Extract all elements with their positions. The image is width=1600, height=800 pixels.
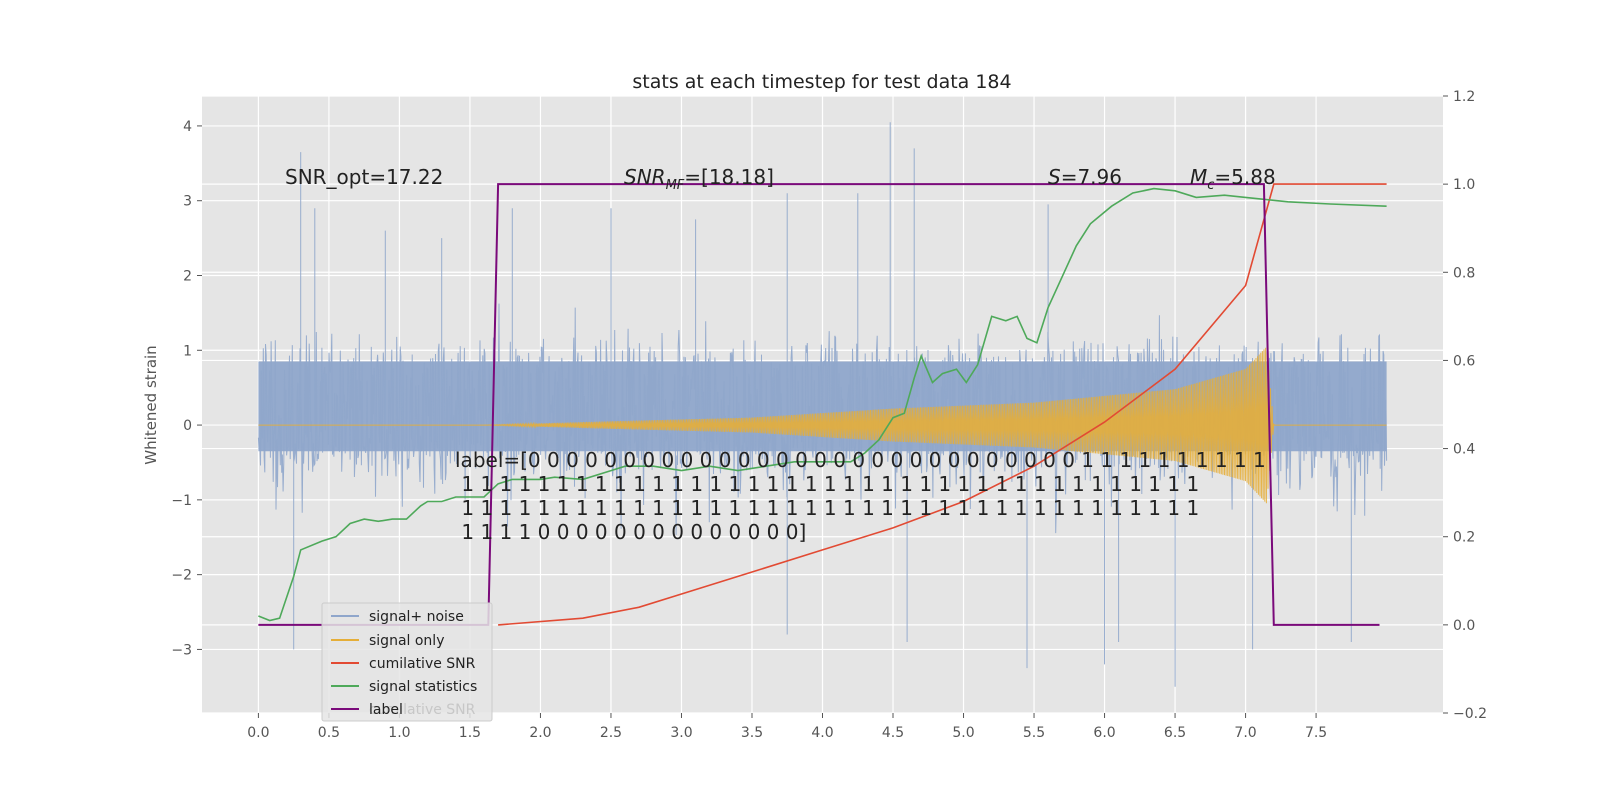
series-marks [257, 122, 1388, 687]
x-tick-label: 2.5 [600, 725, 622, 741]
snr-mf-value: =[18.18] [684, 165, 774, 189]
y-axis-label: Whitened strain [142, 345, 160, 464]
y2-tick-label: 0.2 [1453, 530, 1475, 546]
signal-statistics-line [258, 187, 1387, 622]
y2-tick-label: 1.2 [1453, 89, 1475, 105]
x-tick-label: 6.5 [1164, 725, 1186, 741]
label-array-line-2: 1 1 1 1 1 1 1 1 1 1 1 1 1 1 1 1 1 1 1 1 … [455, 472, 1199, 496]
y2-axis-ticks: −0.2 0.0 0.2 0.4 0.6 0.8 1.0 1.2 [1443, 89, 1487, 722]
signal-only-line [258, 347, 1387, 504]
x-tick-label: 7.0 [1234, 725, 1256, 741]
y-tick-label: −3 [171, 642, 192, 658]
label-array-line-4: 1 1 1 1 0 0 0 0 0 0 0 0 0 0 0 0 0 0] [455, 520, 806, 544]
snr-mf-symbol: SNR [624, 165, 666, 189]
legend: cumilative SNR signal+ noise signal only… [321, 602, 493, 722]
s-annotation: S=7.96 [1048, 165, 1122, 189]
y-tick-label: 1 [183, 343, 192, 359]
y-tick-label: 0 [183, 418, 192, 434]
x-tick-label: 6.0 [1093, 725, 1115, 741]
snr-mf-subscript: MF [666, 178, 685, 193]
mc-value: =5.88 [1214, 165, 1275, 189]
x-tick-label: 7.5 [1305, 725, 1327, 741]
legend-box [321, 602, 493, 722]
y-axis-ticks: −3 −2 −1 0 1 2 3 4 [171, 119, 202, 658]
y2-tick-label: 1.0 [1453, 177, 1475, 193]
x-tick-label: 3.5 [741, 725, 763, 741]
snr-mf-annotation: SNRMF=[18.18] [624, 165, 774, 193]
snr-opt-annotation: SNR_opt=17.22 [285, 165, 443, 189]
x-axis-ticks: 0.0 0.5 1.0 1.5 2.0 2.5 3.0 3.5 4.0 4.5 5.0 5.5 6.0 6… [247, 713, 1327, 741]
y-tick-label: 2 [183, 268, 192, 284]
legend-label-cumilative-snr: cumilative SNR [369, 656, 476, 672]
label-array-line-3: 1 1 1 1 1 1 1 1 1 1 1 1 1 1 1 1 1 1 1 1 … [455, 496, 1199, 520]
y2-tick-label: 0.0 [1453, 618, 1475, 634]
mc-symbol: M [1190, 165, 1207, 189]
x-tick-label: 3.0 [670, 725, 692, 741]
y-tick-label: 4 [183, 119, 192, 135]
x-tick-label: 5.0 [952, 725, 974, 741]
mc-subscript: c [1207, 178, 1214, 193]
x-tick-label: 4.5 [882, 725, 904, 741]
y-tick-label: −1 [171, 493, 192, 509]
x-tick-label: 1.0 [388, 725, 410, 741]
y2-tick-label: 0.8 [1453, 265, 1475, 281]
x-tick-label: 0.0 [247, 725, 269, 741]
mc-annotation: Mc=5.88 [1190, 165, 1276, 193]
x-tick-label: 5.5 [1023, 725, 1045, 741]
legend-label-label: label [369, 702, 403, 718]
s-value: =7.96 [1061, 165, 1122, 189]
y-tick-label: −2 [171, 568, 192, 584]
y2-tick-label: 0.4 [1453, 442, 1475, 458]
signal-noise-line [257, 122, 1388, 687]
x-tick-label: 0.5 [318, 725, 340, 741]
cumilative-snr-line [498, 183, 1387, 626]
x-tick-label: 2.0 [529, 725, 551, 741]
chart-title: stats at each timestep for test data 184 [632, 71, 1011, 93]
y2-tick-label: −0.2 [1453, 706, 1487, 722]
legend-label-signal-statistics: signal statistics [369, 679, 477, 695]
y-tick-label: 3 [183, 194, 192, 210]
x-tick-label: 4.0 [811, 725, 833, 741]
legend-label-signal-noise: signal+ noise [369, 609, 464, 625]
legend-hidden-text: cumilative SNR [369, 702, 476, 718]
legend-label-signal-only: signal only [369, 633, 444, 649]
y2-tick-label: 0.6 [1453, 353, 1475, 369]
x-tick-label: 1.5 [459, 725, 481, 741]
label-array-line-1: label=[0 0 0 0 0 0 0 0 0 0 0 0 0 0 0 0 0… [455, 448, 1266, 472]
s-symbol: S [1048, 165, 1061, 189]
